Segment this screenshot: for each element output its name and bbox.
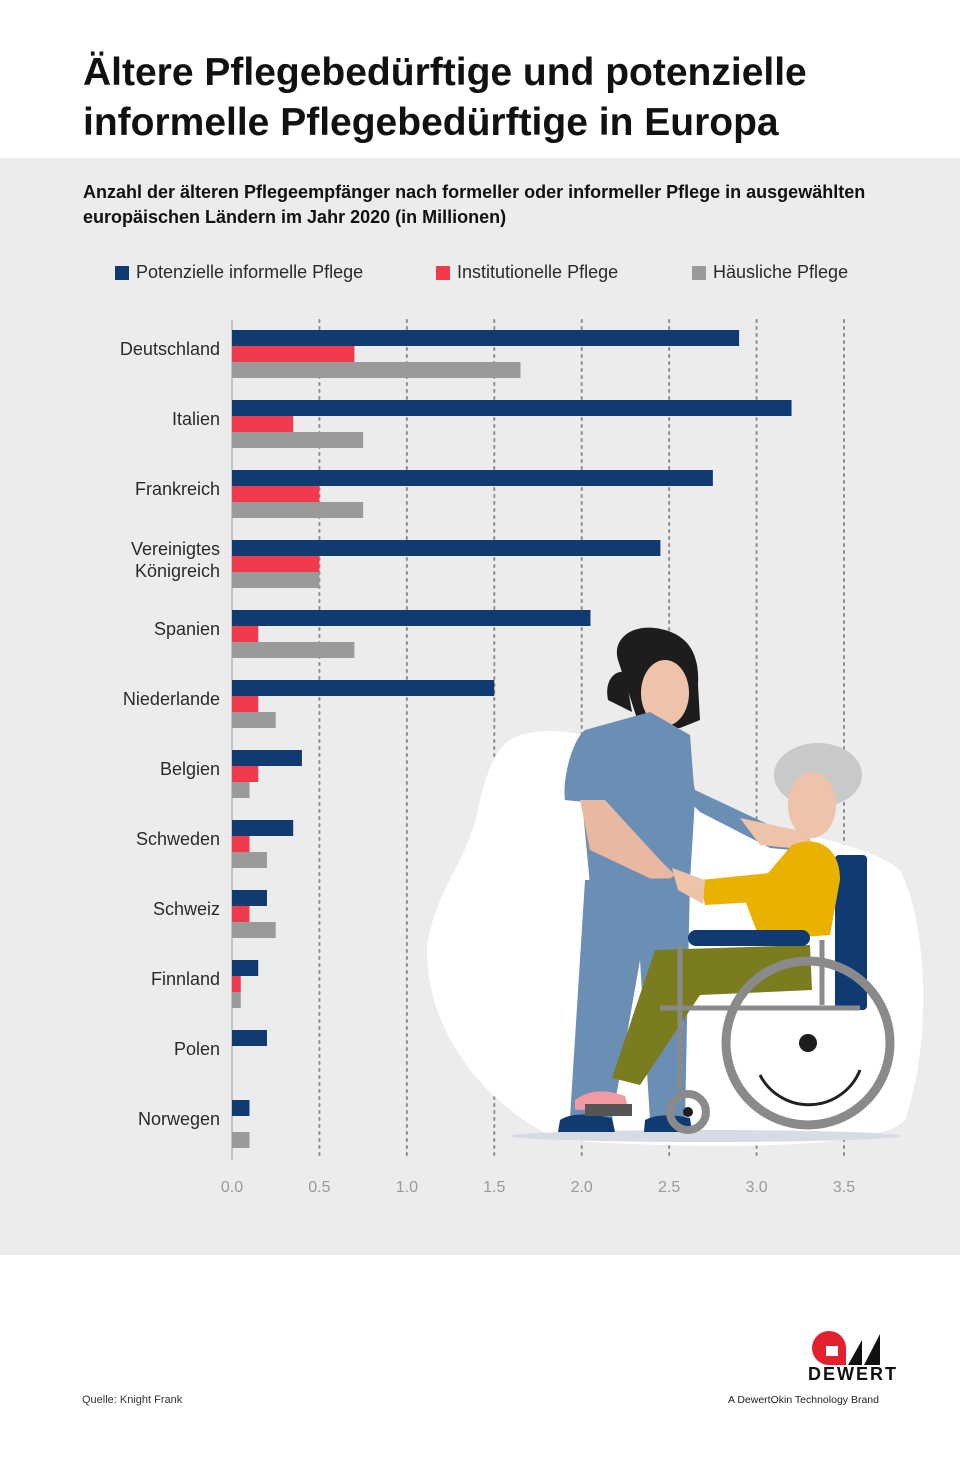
bar-institutional bbox=[232, 836, 250, 852]
category-label: Finnland bbox=[151, 969, 220, 989]
bar-home bbox=[232, 642, 355, 658]
x-tick-label: 1.5 bbox=[483, 1179, 505, 1196]
bar-informal bbox=[232, 1100, 250, 1116]
caregiver-left-arm bbox=[580, 800, 675, 884]
category-label: Frankreich bbox=[135, 479, 220, 499]
bar-informal bbox=[232, 610, 591, 626]
bar-informal bbox=[232, 540, 661, 556]
bar-home bbox=[232, 852, 267, 868]
brand-tagline: A DewertOkin Technology Brand bbox=[728, 1394, 879, 1406]
category-label: Niederlande bbox=[123, 689, 220, 709]
caregiver-trousers bbox=[570, 878, 690, 1120]
bar-informal bbox=[232, 820, 294, 836]
bar-informal bbox=[232, 400, 792, 416]
bar-institutional bbox=[232, 696, 259, 712]
logo-peak-1-icon bbox=[848, 1340, 862, 1365]
wheelchair-wheel bbox=[721, 956, 895, 1130]
x-tick-label: 0.0 bbox=[221, 1179, 243, 1196]
caregiver-illustration bbox=[427, 627, 924, 1146]
x-axis-labels: 0.0 0.5 1.0 1.5 2.0 2.5 3.0 3.5 bbox=[221, 1179, 855, 1196]
bar-institutional bbox=[232, 976, 241, 992]
caregiver-left-sleeve bbox=[564, 730, 585, 802]
wheelchair-hub bbox=[799, 1034, 817, 1052]
wheelchair bbox=[660, 940, 895, 1134]
category-label: Polen bbox=[174, 1039, 220, 1059]
bar-series bbox=[232, 330, 792, 1148]
legend-swatch-informal bbox=[115, 265, 129, 280]
legend-swatch-institutional bbox=[436, 265, 450, 280]
bar-home bbox=[232, 712, 276, 728]
caregiver-figure bbox=[558, 627, 812, 1132]
wheelchair-caster bbox=[666, 1090, 710, 1134]
legend-label-informal: Potenzielle informelle Pflege bbox=[136, 262, 364, 282]
legend-label-home: Häusliche Pflege bbox=[713, 262, 849, 282]
wheelchair-armrest bbox=[688, 930, 810, 946]
bar-home bbox=[232, 362, 521, 378]
bar-home bbox=[232, 922, 276, 938]
category-label: Italien bbox=[172, 409, 220, 429]
bar-institutional bbox=[232, 486, 320, 502]
senior-sleeve bbox=[700, 872, 790, 905]
bar-home bbox=[232, 572, 320, 588]
page-title: Ältere Pflegebedürftige und potenzielle … bbox=[83, 51, 807, 144]
bar-institutional bbox=[232, 416, 294, 432]
legend-item-institutional: Institutionelle Pflege bbox=[436, 262, 618, 283]
legend-item-home: Häusliche Pflege bbox=[692, 262, 848, 283]
category-label: Schweiz bbox=[153, 899, 220, 919]
chart-subtitle: Anzahl der älteren Pflegeempfänger nach … bbox=[83, 182, 866, 227]
x-tick-label: 1.0 bbox=[396, 1179, 418, 1196]
senior-face bbox=[788, 772, 836, 838]
caregiver-hair-back bbox=[607, 671, 632, 712]
legend-item-informal: Potenzielle informelle Pflege bbox=[115, 262, 363, 283]
caregiver-right-hand bbox=[740, 818, 812, 850]
x-tick-label: 2.0 bbox=[571, 1179, 593, 1196]
y-axis-labels: Deutschland Italien Frankreich VereinigtesK… bbox=[120, 339, 220, 1129]
bar-informal bbox=[232, 960, 259, 976]
bar-informal bbox=[232, 1030, 267, 1046]
category-label: Belgien bbox=[160, 759, 220, 779]
caregiver-left-shoe bbox=[558, 1114, 615, 1132]
senior-sweater bbox=[745, 841, 840, 940]
wheelchair-footrest bbox=[585, 1104, 632, 1116]
bar-home bbox=[232, 992, 241, 1008]
wheelchair-caster-hub bbox=[683, 1107, 693, 1117]
x-tick-label: 2.5 bbox=[658, 1179, 680, 1196]
senior-hand bbox=[672, 868, 705, 904]
bar-institutional bbox=[232, 906, 250, 922]
x-tick-label: 3.0 bbox=[745, 1179, 767, 1196]
legend-swatch-home bbox=[692, 265, 706, 280]
source-note: Quelle: Knight Frank bbox=[82, 1394, 183, 1406]
bar-informal bbox=[232, 750, 302, 766]
bar-institutional bbox=[232, 626, 259, 642]
bar-home bbox=[232, 1132, 250, 1148]
x-tick-label: 3.5 bbox=[833, 1179, 855, 1196]
x-tick-label: 0.5 bbox=[308, 1179, 330, 1196]
bar-institutional bbox=[232, 766, 259, 782]
bar-informal bbox=[232, 680, 495, 696]
legend-label-institutional: Institutionelle Pflege bbox=[457, 262, 619, 282]
floor-shadow bbox=[510, 1130, 900, 1142]
brand-name: DEWERT bbox=[808, 1364, 898, 1384]
bar-home bbox=[232, 432, 364, 448]
wheelchair-wheel-arc bbox=[758, 1069, 862, 1107]
logo-peak-2-icon bbox=[864, 1334, 880, 1365]
bar-institutional bbox=[232, 346, 355, 362]
bar-institutional bbox=[232, 556, 320, 572]
category-label: Norwegen bbox=[138, 1109, 220, 1129]
bar-home bbox=[232, 782, 250, 798]
bar-informal bbox=[232, 890, 267, 906]
category-label: Schweden bbox=[136, 829, 220, 849]
dewert-logo bbox=[812, 1331, 880, 1365]
caregiver-face bbox=[641, 660, 689, 726]
bar-home bbox=[232, 502, 364, 518]
bar-informal bbox=[232, 330, 740, 346]
bar-informal bbox=[232, 470, 713, 486]
category-label: Königreich bbox=[135, 561, 220, 581]
category-label: Vereinigtes bbox=[131, 539, 220, 559]
category-label: Spanien bbox=[154, 619, 220, 639]
category-label: Deutschland bbox=[120, 339, 220, 359]
logo-notch-icon bbox=[826, 1346, 838, 1356]
